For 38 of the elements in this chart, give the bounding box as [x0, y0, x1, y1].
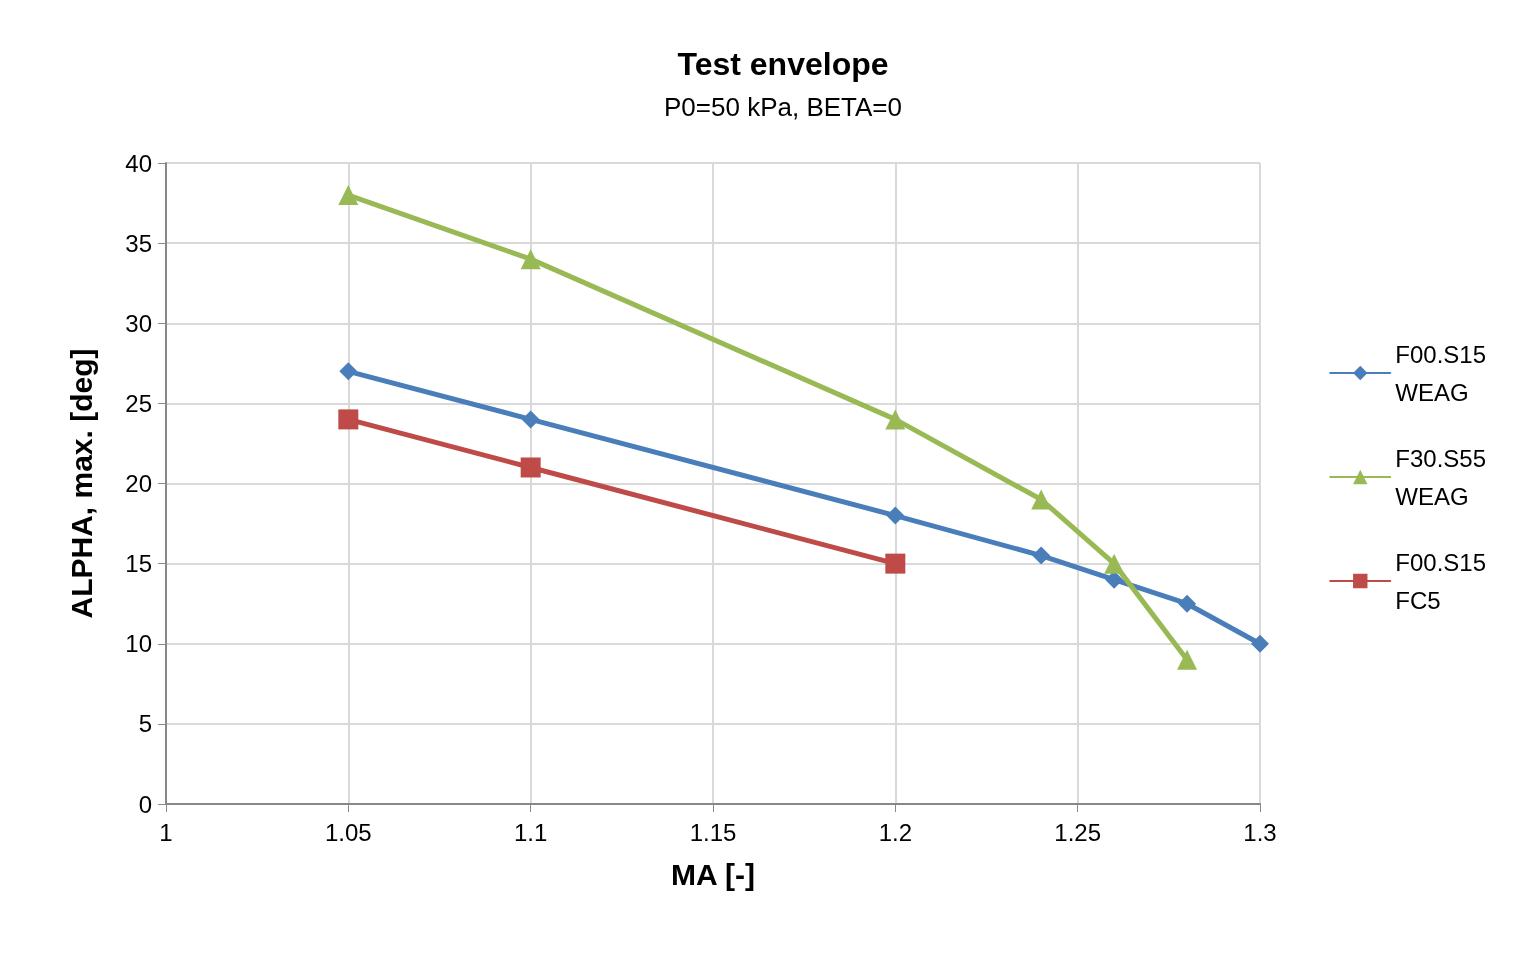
point [1251, 634, 1269, 653]
point [885, 553, 906, 574]
x-tick-label: 1.2 [878, 818, 913, 846]
point [885, 409, 906, 430]
x-tick-label: 1.25 [1054, 818, 1102, 846]
y-tick-label: 40 [125, 149, 152, 177]
y-tick-label: 15 [125, 550, 152, 578]
point [520, 249, 541, 270]
point [1104, 553, 1125, 574]
x-tick-label: 1.15 [689, 818, 737, 846]
y-tick-label: 30 [125, 309, 152, 337]
y-tick-label: 25 [125, 389, 152, 417]
point [520, 457, 541, 478]
legend-label: F30.S55 WEAG [1395, 444, 1487, 510]
point [338, 409, 359, 430]
point [1031, 489, 1052, 510]
y-tick-label: 20 [125, 470, 152, 497]
point [338, 185, 359, 206]
chart-subtitle: P0=50 kPa, BETA=0 [664, 92, 902, 122]
x-tick-label: 1 [159, 818, 173, 846]
point [886, 506, 905, 525]
legend-label: F00.S15 WEAG [1395, 340, 1487, 406]
point [1032, 546, 1051, 565]
y-tick-label: 5 [138, 710, 152, 738]
chart-title: Test envelope [677, 46, 889, 82]
y-axis-title: ALPHA, max. [deg] [64, 348, 98, 619]
point [521, 410, 540, 429]
x-tick-label: 1.3 [1243, 818, 1277, 846]
x-tick-label: 1.1 [513, 818, 548, 846]
point [339, 362, 358, 381]
y-tick-label: 0 [138, 790, 152, 818]
x-tick-label: 1.05 [324, 818, 372, 846]
x-axis-title: MA [-] [671, 857, 755, 891]
legend-label: F00.S15 FC5 [1395, 548, 1487, 614]
y-tick-label: 10 [125, 630, 152, 658]
point [1177, 649, 1198, 670]
y-tick-label: 35 [125, 229, 152, 257]
point [1178, 594, 1197, 613]
